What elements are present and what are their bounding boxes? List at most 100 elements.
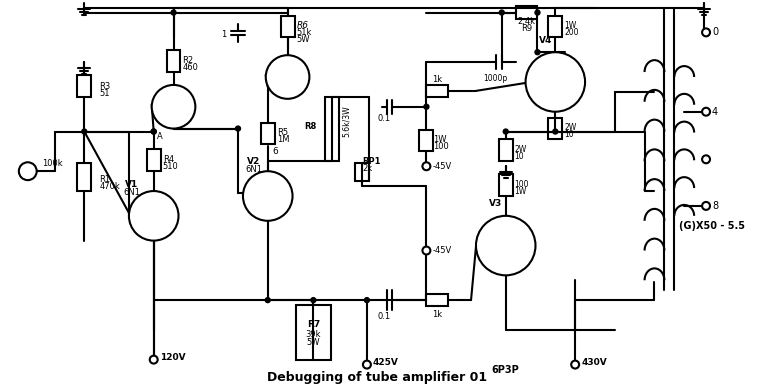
Text: 2W: 2W (564, 123, 577, 132)
Bar (549, 16, 562, 37)
Text: 1k: 1k (432, 310, 442, 319)
Text: 2.4k: 2.4k (518, 18, 536, 27)
Text: 470k: 470k (99, 181, 120, 190)
Bar (499, 174, 513, 196)
Bar (166, 50, 180, 72)
Circle shape (365, 298, 369, 303)
Circle shape (151, 129, 157, 134)
Bar (499, 140, 513, 161)
Bar (78, 75, 91, 97)
Text: V3: V3 (489, 199, 502, 208)
Text: 1W: 1W (515, 187, 527, 196)
Circle shape (171, 10, 176, 15)
Circle shape (526, 52, 585, 112)
Text: 510: 510 (163, 162, 179, 171)
Circle shape (129, 191, 179, 240)
Circle shape (702, 202, 710, 210)
Text: 39k: 39k (306, 330, 321, 339)
Text: R1: R1 (99, 175, 110, 184)
Text: 5W: 5W (306, 338, 320, 347)
Text: 1000p: 1000p (483, 74, 508, 83)
Text: 5.6k/3W: 5.6k/3W (342, 106, 351, 137)
Bar (355, 163, 369, 181)
Bar (147, 149, 160, 171)
Text: R5: R5 (277, 128, 288, 137)
Bar (325, 97, 339, 161)
Text: 6N1: 6N1 (245, 165, 262, 174)
Text: 4: 4 (712, 107, 718, 117)
Bar (426, 85, 448, 97)
Circle shape (702, 29, 710, 36)
Text: R8: R8 (304, 122, 316, 131)
Circle shape (423, 162, 430, 170)
Text: 0.1: 0.1 (377, 114, 391, 123)
Text: A: A (157, 132, 163, 141)
Text: 1M: 1M (277, 135, 289, 144)
Bar (78, 163, 91, 191)
Bar (261, 123, 274, 144)
Text: 5W: 5W (296, 35, 310, 44)
Circle shape (499, 10, 504, 15)
Text: 6: 6 (273, 147, 278, 156)
Text: 460: 460 (182, 63, 198, 72)
Text: 1k: 1k (432, 75, 442, 84)
Text: 6N1: 6N1 (123, 188, 141, 197)
Text: 6P3P: 6P3P (492, 364, 520, 375)
Text: 8: 8 (712, 201, 718, 211)
Text: 2W: 2W (515, 145, 527, 154)
Text: R9: R9 (521, 25, 532, 34)
Text: 120V: 120V (160, 353, 185, 362)
Text: 100: 100 (433, 142, 449, 151)
Circle shape (363, 361, 371, 369)
Text: 10: 10 (564, 130, 574, 139)
Text: R3: R3 (99, 83, 110, 91)
Circle shape (266, 55, 309, 99)
Bar (420, 129, 433, 151)
Circle shape (535, 50, 540, 55)
Circle shape (553, 129, 558, 134)
Circle shape (19, 162, 36, 180)
Text: R2: R2 (182, 56, 194, 65)
Text: -45V: -45V (432, 246, 451, 255)
Circle shape (423, 247, 430, 255)
Text: 1W: 1W (433, 135, 447, 144)
Circle shape (150, 356, 157, 364)
Text: Debugging of tube amplifier 01: Debugging of tube amplifier 01 (267, 371, 487, 384)
Text: 2k: 2k (362, 164, 372, 173)
Circle shape (702, 155, 710, 163)
Text: 100k: 100k (42, 159, 62, 168)
Circle shape (236, 126, 240, 131)
Bar (280, 16, 295, 37)
Text: 51: 51 (99, 90, 109, 99)
Text: 430V: 430V (581, 358, 606, 367)
Text: 51k: 51k (296, 28, 312, 37)
Text: R7: R7 (307, 320, 320, 329)
Circle shape (243, 171, 293, 221)
Circle shape (424, 104, 429, 109)
Circle shape (476, 216, 536, 275)
Text: R4: R4 (163, 155, 174, 164)
Text: 0: 0 (712, 27, 718, 38)
Text: 200: 200 (564, 28, 579, 37)
Circle shape (82, 129, 87, 134)
Text: V1: V1 (125, 179, 138, 188)
Bar (549, 118, 562, 140)
Text: 425V: 425V (373, 358, 399, 367)
Text: 0.1: 0.1 (377, 312, 391, 321)
Circle shape (503, 129, 508, 134)
Text: 1W: 1W (564, 21, 577, 30)
Text: V4: V4 (539, 36, 552, 45)
Text: RP1: RP1 (362, 157, 381, 166)
Circle shape (702, 108, 710, 116)
Circle shape (535, 10, 540, 15)
Circle shape (311, 298, 316, 303)
Bar (426, 294, 448, 306)
Text: R6: R6 (296, 21, 309, 30)
Text: 1: 1 (221, 30, 226, 39)
Text: -45V: -45V (432, 162, 451, 171)
Circle shape (265, 298, 271, 303)
Text: V2: V2 (247, 157, 261, 166)
Bar (515, 5, 537, 20)
Circle shape (572, 361, 579, 369)
Text: 100: 100 (515, 179, 529, 188)
